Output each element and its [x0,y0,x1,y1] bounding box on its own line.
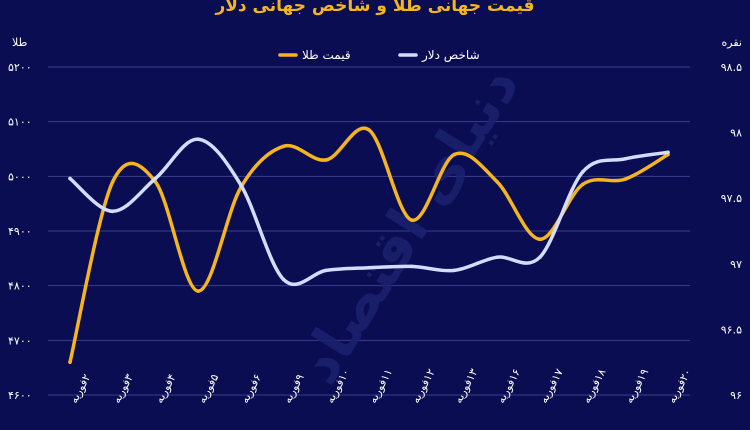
gold-price-point [452,152,457,157]
dollar-index-point [324,268,329,273]
gold-price-point [538,237,542,241]
left-tick-label: ۵۱۰۰ [8,116,32,129]
left-tick-label: ۴۹۰۰ [8,225,32,238]
x-tick-label: ۲۰فوریه [665,367,694,406]
chart-title: قیمت جهانی طلا و شاخص جهانی دلار [215,0,535,16]
dollar-index-point [452,268,457,273]
gold-price-point [495,180,499,184]
left-tick-label: ۴۶۰۰ [8,389,32,402]
dollar-index-point [239,183,243,187]
gold-price-point [110,180,115,184]
left-tick-label: ۵۰۰۰ [8,170,32,183]
right-tick-label: ۹۸ [730,127,742,140]
x-tick-label: ۱۷فوریه [537,367,566,406]
x-tick-label: ۵فوریه [195,372,221,406]
gold-price-point [68,360,72,365]
dollar-index-point [666,150,670,155]
x-tick-label: ۱۲فوریه [409,367,438,406]
dollar-index-point [409,264,414,269]
gold-price-point [196,289,200,293]
left-tick-label: ۴۷۰۰ [8,334,32,347]
dollar-index-point [153,176,158,181]
right-tick-label: ۹۸.۵ [721,61,742,74]
right-tick-label: ۹۷ [730,258,742,271]
x-tick-label: ۶فوریه [238,372,264,406]
gold-price-point [623,177,628,181]
x-tick-label: ۳فوریه [110,372,136,406]
dollar-index-point [367,265,371,270]
x-tick-label: ۱۹فوریه [622,367,651,406]
dollar-index-point [281,277,286,282]
dollar-index-line [68,137,670,287]
legend-label-dollar: شاخص دلار [421,48,480,63]
x-tick-label: ۱۱فوریه [366,367,395,406]
right-tick-label: ۹۶ [730,389,742,402]
dollar-index-point [68,176,72,181]
left-tick-label: ۵۲۰۰ [8,61,32,74]
gold-price-point [580,182,585,187]
dollar-index-point [538,255,542,260]
gold-price-point [281,144,286,149]
dollar-index-point [623,157,628,161]
right-tick-label: ۹۶.۵ [721,323,742,336]
x-tick-label: ۱۸فوریه [580,367,609,406]
x-tick-label: ۹فوریه [281,372,307,406]
right-tick-label: ۹۷.۵ [721,192,742,205]
dollar-index-point [196,137,200,141]
x-tick-label: ۱۶فوریه [494,367,523,406]
left-tick-label: ۴۸۰۰ [8,280,32,293]
x-tick-label: ۴فوریه [153,372,179,406]
legend-label-gold: قیمت طلا [302,48,351,62]
gold-price-point [367,128,371,132]
gold-price-point [409,218,414,222]
right-axis-unit: نقره [722,36,742,49]
watermark-logo: دنیای اقتصاد [284,53,533,395]
left-axis-unit: طلا [12,36,28,49]
gold-price-point [324,158,329,162]
dollar-index-point [110,209,115,214]
dollar-index-point [580,170,585,174]
x-tick-label: ۲فوریه [67,372,93,406]
dollar-index-point [495,255,499,260]
x-tick-label: ۱۳فوریه [452,367,481,406]
